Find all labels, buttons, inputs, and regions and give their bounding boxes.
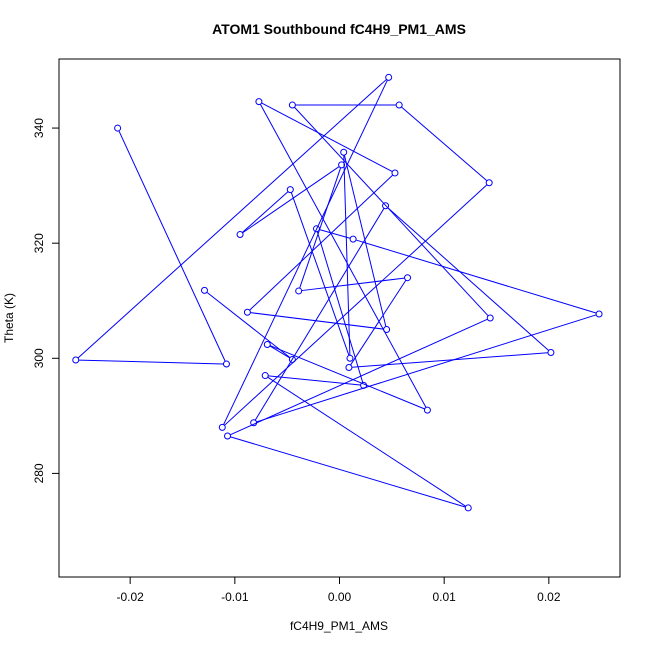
series-segment: [230, 318, 488, 436]
series-segment: [343, 155, 387, 327]
data-point: [114, 124, 122, 132]
y-tick-label: 300: [32, 348, 46, 368]
y-tick-label: 320: [32, 233, 46, 253]
series-segment: [256, 314, 597, 423]
data-point: [263, 340, 271, 348]
series-segment: [299, 167, 342, 289]
x-tick-label: 0.01: [432, 590, 456, 604]
data-point: [547, 349, 555, 357]
series-segment: [78, 359, 224, 365]
series-segment: [270, 345, 425, 410]
data-point: [485, 179, 493, 187]
series-segment: [343, 155, 351, 356]
series-segment: [267, 376, 466, 507]
data-point: [288, 355, 296, 363]
x-tick-label: -0.01: [221, 590, 249, 604]
data-point: [382, 202, 390, 210]
data-point: [345, 363, 353, 371]
chart-title: ATOM1 Southbound fC4H9_PM1_AMS: [212, 21, 466, 37]
data-point: [312, 225, 320, 233]
series-segment: [118, 130, 226, 362]
series-segment: [268, 375, 361, 386]
data-point: [360, 381, 368, 389]
data-point: [486, 314, 494, 322]
series-segment: [206, 291, 291, 358]
data-point: [595, 310, 603, 318]
data-point: [395, 101, 403, 109]
data-point: [423, 406, 431, 414]
series-segment: [242, 191, 289, 233]
data-point: [72, 356, 80, 364]
data-point: [218, 423, 226, 431]
data-point: [391, 169, 399, 177]
data-point: [464, 504, 472, 512]
series-segment: [230, 436, 466, 508]
series-segment: [319, 229, 351, 239]
series-segment: [254, 208, 385, 421]
data-point: [222, 360, 230, 368]
series-segment: [261, 102, 393, 172]
y-tick-label: 340: [32, 118, 46, 138]
series-segment: [223, 80, 388, 425]
data-point: [346, 354, 354, 362]
data-point: [295, 287, 303, 295]
series-segment: [249, 174, 393, 311]
series-segment: [224, 184, 488, 426]
data-point: [255, 98, 263, 106]
x-tick-label: 0.00: [328, 590, 352, 604]
series-segment: [350, 280, 407, 366]
series-segment: [260, 104, 427, 408]
data-point: [200, 286, 208, 294]
data-point: [383, 326, 391, 334]
y-tick-label: 280: [32, 463, 46, 483]
data-point: [250, 419, 258, 427]
data-point: [288, 101, 296, 109]
data-point: [385, 73, 393, 81]
plot-frame: [58, 58, 621, 578]
x-axis-label: fC4H9_PM1_AMS: [290, 619, 388, 633]
data-point: [340, 148, 348, 156]
x-axis: -0.02 -0.01 0.00 0.01 0.02: [116, 576, 561, 604]
y-axis: 280 300 320 340: [32, 118, 60, 483]
data-point: [338, 161, 346, 169]
data-point: [236, 231, 244, 239]
series-segment: [242, 166, 340, 234]
series-segment: [352, 352, 548, 368]
series-segment: [387, 207, 549, 351]
data-point: [224, 432, 232, 440]
series-segment: [269, 345, 290, 359]
data-point: [404, 274, 412, 282]
series-segment: [301, 277, 405, 292]
y-axis-label: Theta (K): [2, 293, 16, 343]
x-tick-label: 0.02: [537, 590, 561, 604]
data-point: [243, 308, 251, 316]
series-segment: [290, 192, 350, 356]
series-segment: [401, 106, 488, 182]
series-layer: [72, 73, 603, 512]
series-segment: [250, 312, 384, 330]
data-point: [349, 235, 357, 243]
series-segment: [77, 79, 387, 359]
series-segment: [356, 239, 597, 314]
x-tick-label: -0.02: [116, 590, 144, 604]
data-point: [286, 186, 294, 194]
data-point: [261, 372, 269, 380]
